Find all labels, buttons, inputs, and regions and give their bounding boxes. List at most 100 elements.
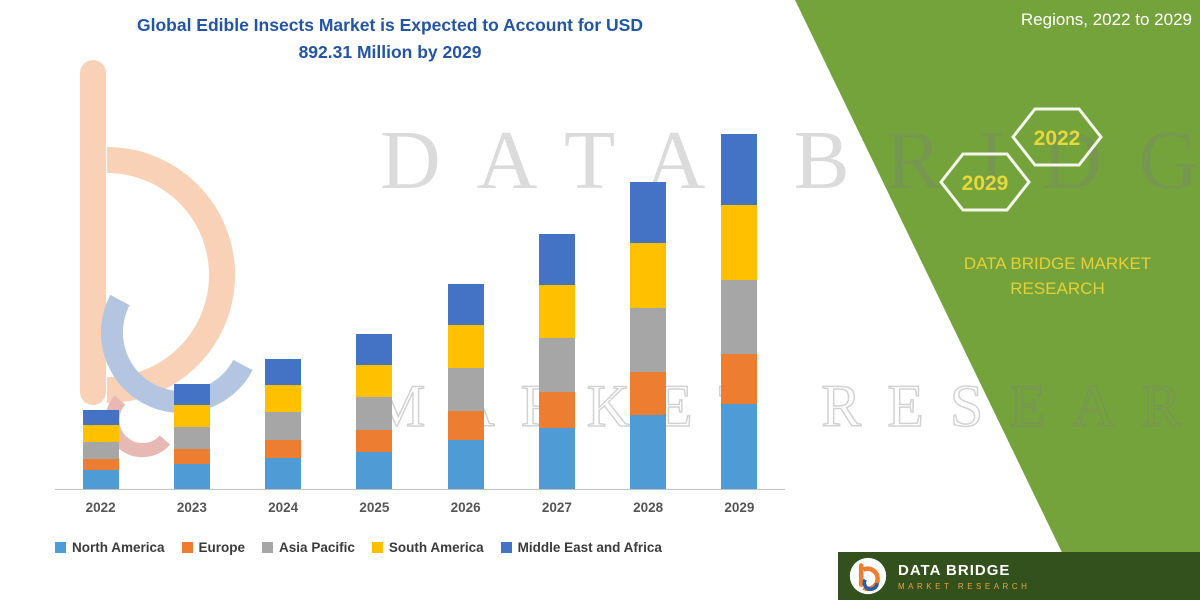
segment-middle-east-and-africa-2027 [538,234,575,285]
segment-asia-pacific-2026 [447,368,484,412]
segment-middle-east-and-africa-2025 [356,333,393,365]
legend-item-europe: Europe [181,540,246,555]
x-axis-label-2029: 2029 [724,500,755,515]
legend-item-middle-east-and-africa: Middle East and Africa [500,540,662,555]
legend-item-asia-pacific: Asia Pacific [262,540,355,555]
panel-brand-text: DATA BRIDGE MARKET RESEARCH [935,252,1180,301]
stacked-bar-2024 [265,358,302,489]
segment-middle-east-and-africa-2028 [630,181,667,244]
segment-south-america-2026 [447,325,484,369]
footer-brand-text: DATA BRIDGE MARKET RESEARCH [898,562,1030,591]
segment-middle-east-and-africa-2029 [721,134,758,206]
legend-label-asia-pacific: Asia Pacific [279,540,355,555]
panel-brand-line2: RESEARCH [1010,278,1105,298]
bar-group-2029: 2029 [694,112,785,515]
stacked-bar-2025 [356,333,393,489]
chart-title-line2: 892.31 Million by 2029 [298,42,482,63]
segment-south-america-2029 [721,205,758,280]
segment-middle-east-and-africa-2024 [265,358,302,385]
legend-label-middle-east-and-africa: Middle East and Africa [517,540,662,555]
stacked-bar-2027 [538,234,575,489]
segment-europe-2022 [82,458,119,470]
segment-asia-pacific-2027 [538,338,575,392]
x-axis-label-2024: 2024 [268,500,299,515]
segment-south-america-2024 [265,384,302,413]
bar-group-2024: 2024 [238,112,329,515]
bar-group-2025: 2025 [329,112,420,515]
legend-item-south-america: South America [371,540,484,555]
segment-asia-pacific-2025 [356,397,393,430]
segment-europe-2029 [721,354,758,404]
stacked-bar-2029 [721,134,758,489]
footer-brand-bar: DATA BRIDGE MARKET RESEARCH [838,552,1200,600]
segment-south-america-2022 [82,425,119,443]
segment-europe-2028 [630,372,667,416]
legend-label-europe: Europe [198,540,246,555]
databridge-logo-icon [849,557,887,595]
segment-north-america-2027 [538,427,575,489]
panel-brand-line1: DATA BRIDGE MARKET [963,254,1152,273]
segment-middle-east-and-africa-2026 [447,284,484,326]
segment-asia-pacific-2029 [721,279,758,355]
legend-swatch-europe [181,542,193,553]
x-axis-label-2022: 2022 [85,500,116,515]
segment-europe-2025 [356,429,393,452]
segment-asia-pacific-2028 [630,307,667,373]
segment-north-america-2025 [356,451,393,489]
segment-south-america-2027 [538,284,575,339]
panel-heading: Regions, 2022 to 2029 [1020,10,1192,29]
chart-legend: North America Europe Asia Pacific South Ame… [55,540,662,555]
x-axis-label-2026: 2026 [450,500,481,515]
databridge-logo-watermark [80,60,253,458]
segment-north-america-2022 [82,469,119,489]
legend-label-south-america: South America [388,540,484,555]
segment-asia-pacific-2022 [82,442,119,459]
segment-north-america-2029 [721,403,758,489]
footer-brand-name: DATA BRIDGE [898,561,1011,579]
segment-middle-east-and-africa-2022 [82,409,119,426]
segment-north-america-2023 [173,463,210,489]
stacked-bar-2023 [173,383,210,489]
segment-asia-pacific-2023 [173,427,210,450]
segment-asia-pacific-2024 [265,412,302,440]
watermark-text-row1: DATA BRIDGE [380,114,1200,207]
legend-label-north-america: North America [72,540,165,555]
footer-brand-sub: MARKET RESEARCH [898,581,1031,591]
hexagon-2029-outline [939,152,1031,212]
segment-europe-2024 [265,439,302,458]
legend-swatch-asia-pacific [262,542,274,553]
segment-south-america-2028 [630,243,667,308]
bar-group-2026: 2026 [420,112,511,515]
bar-group-2023: 2023 [146,112,237,515]
segment-europe-2026 [447,411,484,440]
bar-group-2028: 2028 [603,112,694,515]
x-axis-label-2028: 2028 [633,500,664,515]
stacked-bar-2028 [630,181,667,489]
plot-area: 2022 2023 2024 2025 2026 2027 2028 2029 [55,112,785,515]
stacked-bar-2026 [447,284,484,489]
bar-group-2022: 2022 [55,112,146,515]
watermark-text-row2: MARKET RESEARCH [372,372,1200,440]
segment-south-america-2023 [173,405,210,428]
x-axis-label-2023: 2023 [176,500,207,515]
hexagon-2022-label: 2022 [1034,127,1081,150]
chart-title-line1: Global Edible Insects Market is Expected… [137,15,643,35]
legend-item-north-america: North America [55,540,165,555]
bar-group-2027: 2027 [511,112,602,515]
x-axis-label-2025: 2025 [359,500,390,515]
hexagon-2029-label: 2029 [962,172,1009,195]
segment-north-america-2028 [630,415,667,489]
legend-swatch-north-america [55,542,66,553]
year-hexagons: 2029 2022 [939,107,1103,212]
chart-title: Global Edible Insects Market is Expected… [0,12,780,66]
legend-swatch-middle-east-and-africa [500,542,512,553]
segment-north-america-2026 [447,439,484,489]
x-axis-label-2027: 2027 [541,500,572,515]
legend-swatch-south-america [371,542,383,553]
stacked-bar-2022 [82,409,119,489]
segment-south-america-2025 [356,364,393,398]
segment-europe-2027 [538,391,575,428]
segment-europe-2023 [173,449,210,464]
hexagon-2022-outline [1011,107,1103,167]
